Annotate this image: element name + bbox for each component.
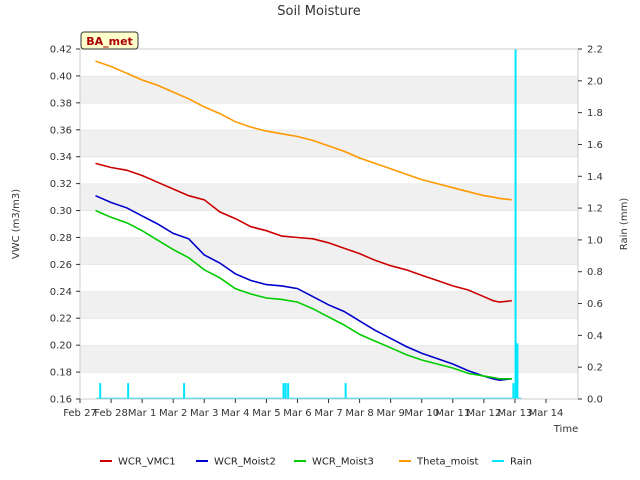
site-label: BA_met <box>86 35 133 48</box>
y2-tick-label: 0.0 <box>587 395 603 406</box>
y-tick-label: 0.28 <box>50 233 72 244</box>
y2-tick-label: 2.0 <box>587 76 603 87</box>
y2-axis-title: Rain (mm) <box>619 198 630 251</box>
plot-band <box>80 345 578 373</box>
legend-label: Theta_moist <box>416 457 478 468</box>
plot-band <box>80 75 578 103</box>
y-axis-title: VWC (m3/m3) <box>11 189 22 259</box>
y2-tick-label: 0.4 <box>587 331 603 342</box>
plot-band <box>80 210 578 238</box>
y-tick-label: 0.34 <box>50 152 72 163</box>
x-tick-label: Mar 4 <box>221 408 249 419</box>
legend-label: WCR_Moist3 <box>312 457 374 468</box>
x-tick-label: Mar 5 <box>252 408 280 419</box>
y2-tick-label: 1.0 <box>587 235 603 246</box>
plot-band <box>80 264 578 292</box>
x-tick-label: Mar 10 <box>404 408 439 419</box>
x-tick-label: Mar 8 <box>345 408 373 419</box>
y-tick-label: 0.16 <box>50 395 72 406</box>
y-tick-label: 0.30 <box>50 206 72 217</box>
y-tick-label: 0.18 <box>50 368 72 379</box>
plot-band <box>80 102 578 130</box>
site-label-box: BA_met <box>80 31 139 50</box>
y2-tick-label: 0.2 <box>587 363 603 374</box>
plot-band <box>80 318 578 346</box>
y2-tick-label: 1.2 <box>587 204 603 215</box>
x-tick-label: Mar 11 <box>435 408 470 419</box>
x-axis-title: Time <box>553 424 578 435</box>
y2-tick-label: 0.8 <box>587 267 603 278</box>
x-tick-label: Mar 14 <box>529 408 564 419</box>
plot-band <box>80 156 578 184</box>
series-line-wcr-moist3 <box>95 209 512 380</box>
y2-tick-label: 1.6 <box>587 140 603 151</box>
series-line-wcr-moist2 <box>95 194 512 382</box>
y-tick-label: 0.26 <box>50 260 72 271</box>
legend-label: WCR_Moist2 <box>214 457 276 468</box>
y-tick-label: 0.36 <box>50 125 72 136</box>
x-tick-label: Feb 28 <box>94 408 128 419</box>
x-tick-label: Mar 3 <box>190 408 218 419</box>
y-tick-label: 0.40 <box>50 71 72 82</box>
x-tick-label: Mar 7 <box>314 408 342 419</box>
legend-label: Rain <box>510 457 532 468</box>
x-tick-label: Mar 12 <box>466 408 501 419</box>
x-tick-label: Mar 9 <box>376 408 404 419</box>
y2-tick-label: 1.8 <box>587 108 603 119</box>
series-line-wcr-vmc1 <box>95 162 512 303</box>
series-line-theta-moist <box>95 60 512 201</box>
y-tick-label: 0.32 <box>50 179 72 190</box>
y2-tick-label: 0.6 <box>587 299 603 310</box>
y-tick-label: 0.42 <box>50 45 72 56</box>
x-tick-label: Mar 6 <box>283 408 311 419</box>
plot-band <box>80 183 578 211</box>
x-tick-label: Feb 27 <box>63 408 97 419</box>
x-tick-label: Mar 2 <box>159 408 187 419</box>
plot-band <box>80 372 578 399</box>
y-tick-label: 0.24 <box>50 287 72 298</box>
legend: WCR_VMC1 WCR_Moist2 WCR_Moist3 Theta_moist R… <box>100 457 532 468</box>
y-tick-label: 0.38 <box>50 98 72 109</box>
plot-band <box>80 129 578 157</box>
y2-tick-label: 1.4 <box>587 172 603 183</box>
plot-bands <box>80 48 578 399</box>
y-tick-label: 0.22 <box>50 314 72 325</box>
x-tick-label: Mar 13 <box>498 408 533 419</box>
axes: 0.16 0.18 0.20 0.22 0.24 0.26 0.28 0.30 0.32 0.34… <box>50 45 603 420</box>
y2-tick-label: 2.2 <box>587 45 603 56</box>
chart-title: Soil Moisture <box>277 4 361 19</box>
legend-label: WCR_VMC1 <box>118 457 176 468</box>
plot-band <box>80 237 578 265</box>
plot-band <box>80 49 578 76</box>
y-tick-label: 0.20 <box>50 341 72 352</box>
x-tick-label: Mar 1 <box>128 408 156 419</box>
